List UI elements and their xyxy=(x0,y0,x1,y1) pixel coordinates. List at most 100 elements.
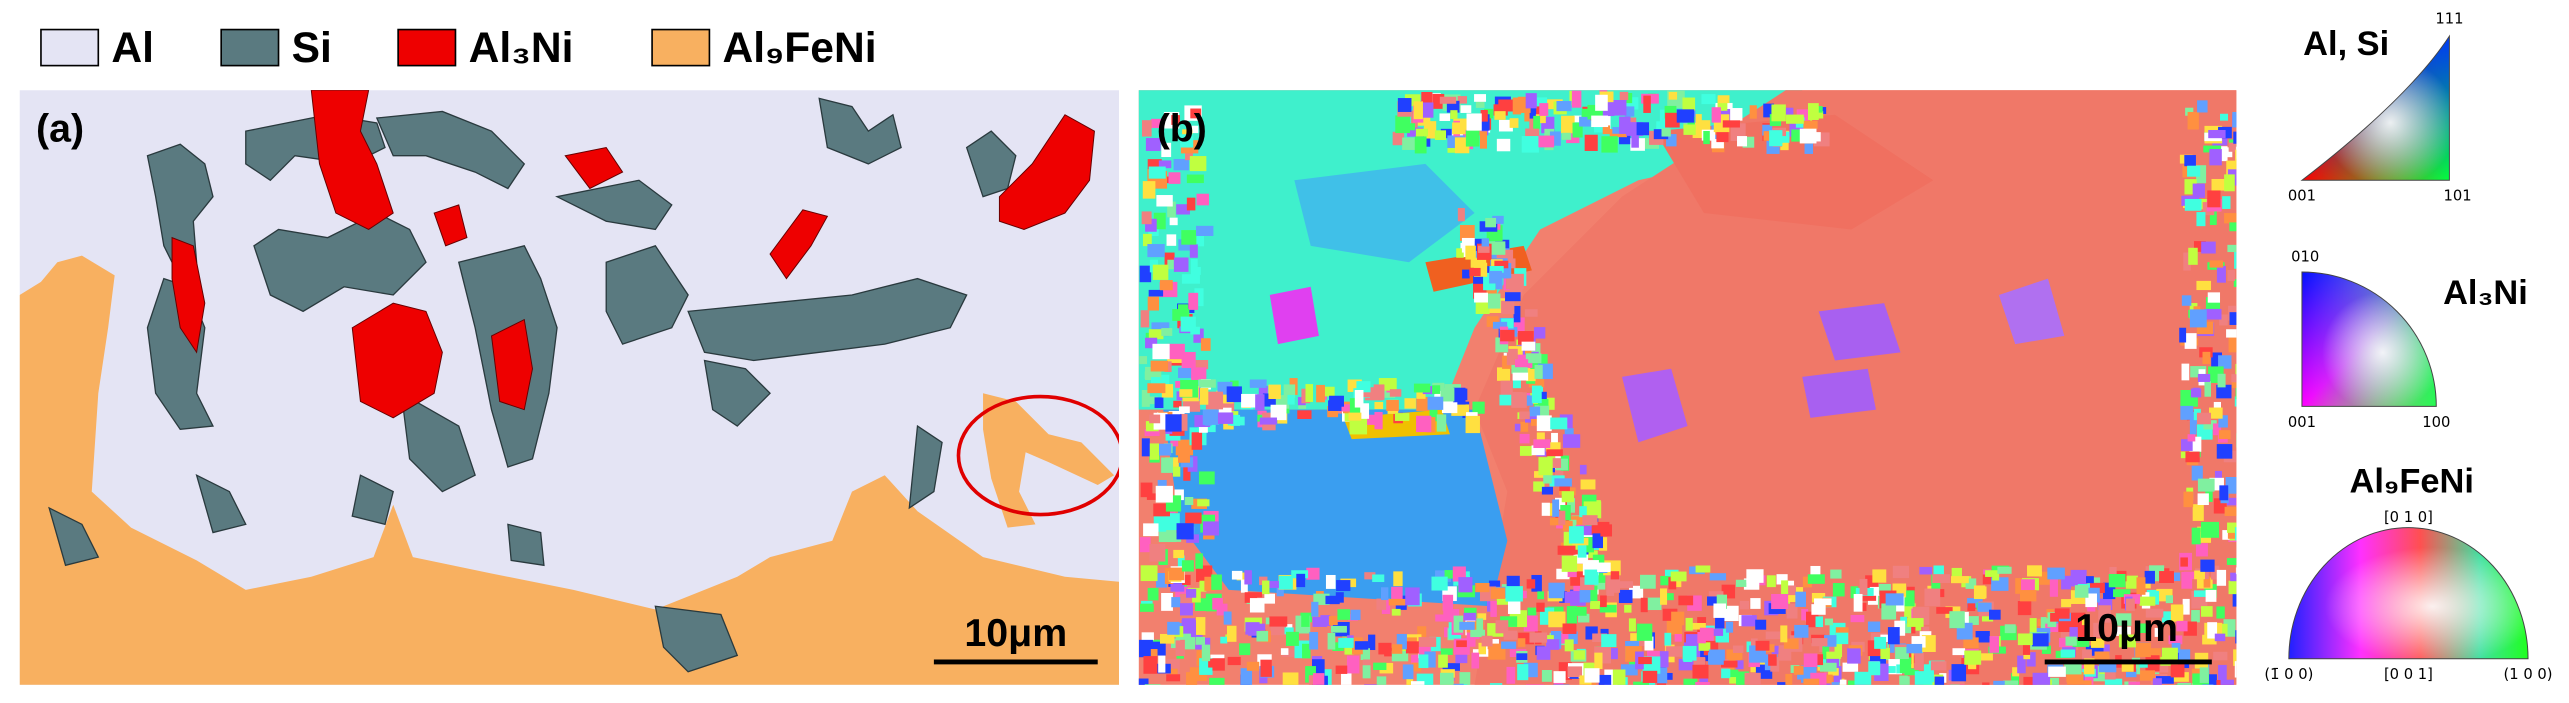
grain xyxy=(1709,573,1727,581)
grain xyxy=(1531,385,1542,404)
grain xyxy=(2185,451,2200,463)
grain xyxy=(1568,606,1587,616)
grain xyxy=(1732,685,1749,696)
grain xyxy=(1703,130,1710,145)
grain xyxy=(1533,115,1541,129)
grain xyxy=(1619,91,1629,101)
grain xyxy=(2220,113,2229,121)
grain xyxy=(1964,650,1982,665)
si-particle xyxy=(965,130,1017,198)
grain xyxy=(1150,649,1158,661)
grain xyxy=(1997,566,2012,574)
grain xyxy=(1579,506,1587,518)
grain xyxy=(1930,661,1947,671)
grain xyxy=(1161,592,1173,611)
grain xyxy=(2144,570,2155,584)
grain xyxy=(1296,573,1306,588)
grain xyxy=(1973,585,1986,600)
grain xyxy=(1744,672,1761,685)
grain xyxy=(1474,292,1488,303)
grain xyxy=(1529,632,1548,643)
grain xyxy=(1536,415,1552,432)
grain xyxy=(1951,664,1967,682)
grain xyxy=(1523,686,1536,699)
grain xyxy=(1329,395,1344,407)
grain xyxy=(1360,414,1376,425)
grain xyxy=(2190,366,2207,378)
grain xyxy=(1512,372,1529,381)
grain xyxy=(1181,274,1200,284)
grain xyxy=(1527,607,1537,622)
grain xyxy=(2060,649,2076,658)
grain xyxy=(1755,640,1770,651)
grain xyxy=(1612,669,1626,685)
grain xyxy=(1459,672,1471,685)
grain xyxy=(1227,656,1241,666)
grain xyxy=(1166,687,1184,700)
grain xyxy=(2211,565,2220,580)
grain xyxy=(1620,664,1638,676)
si-particle xyxy=(507,523,545,567)
grain xyxy=(1811,592,1826,603)
grain xyxy=(1687,116,1695,130)
grain xyxy=(1316,384,1325,403)
grain xyxy=(2192,504,2204,521)
grain xyxy=(1755,619,1767,630)
grain xyxy=(1776,574,1788,585)
grain xyxy=(2214,470,2222,485)
grain xyxy=(1802,576,1812,588)
grain xyxy=(1144,684,1161,685)
grain xyxy=(1194,266,1201,275)
grain xyxy=(2121,660,2134,672)
grain xyxy=(2181,363,2190,381)
grain xyxy=(1815,106,1823,113)
grain xyxy=(2204,380,2212,397)
grain xyxy=(1173,158,1189,171)
grain xyxy=(1175,640,1186,657)
grain xyxy=(1178,446,1190,463)
grain xyxy=(1239,643,1251,656)
grain xyxy=(1665,646,1683,657)
grain xyxy=(1171,115,1180,125)
grain xyxy=(2233,649,2237,666)
grain xyxy=(1280,648,1289,655)
grain xyxy=(1579,525,1596,536)
grain xyxy=(1302,643,1311,659)
grain xyxy=(1364,572,1376,580)
grain xyxy=(1436,414,1447,432)
grain xyxy=(1424,651,1436,668)
ipf-title: Al, Si xyxy=(2303,25,2389,63)
grain xyxy=(1178,239,1191,251)
grain xyxy=(1167,259,1181,270)
grain xyxy=(2183,252,2191,271)
grain xyxy=(1763,103,1775,118)
grain xyxy=(1683,124,1696,135)
grain xyxy=(2180,405,2194,420)
grain xyxy=(1794,624,1809,638)
grain xyxy=(1701,94,1716,105)
grain xyxy=(1269,616,1288,627)
grain xyxy=(2050,612,2059,622)
grain xyxy=(1993,680,2005,685)
grain xyxy=(2187,434,2196,442)
grain xyxy=(1525,684,1544,685)
grain xyxy=(1520,421,1529,432)
grain xyxy=(1606,578,1615,596)
grain xyxy=(1231,570,1243,580)
grain xyxy=(1506,348,1518,366)
grain xyxy=(1622,368,1688,443)
grain xyxy=(1826,651,1842,659)
grain xyxy=(1906,643,1923,654)
grain xyxy=(1460,105,1472,113)
grain xyxy=(1519,411,1530,420)
grain xyxy=(1566,498,1575,513)
grain xyxy=(1148,227,1159,236)
grain xyxy=(1481,238,1489,247)
grain xyxy=(1949,611,1965,629)
grain xyxy=(1517,638,1526,647)
grain xyxy=(1517,664,1529,681)
grain xyxy=(1557,633,1569,644)
grain xyxy=(1418,654,1429,669)
grain xyxy=(1723,605,1739,622)
grain xyxy=(1975,631,1990,643)
